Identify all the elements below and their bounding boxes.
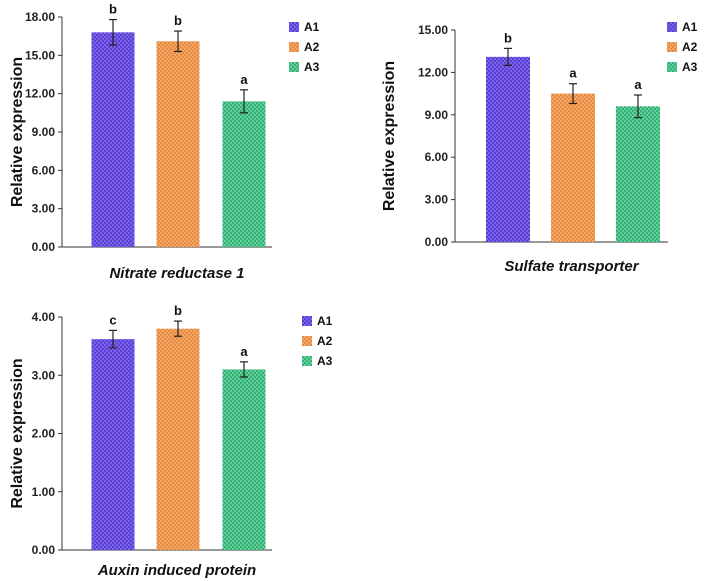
chart-2: 0.00 3.00 6.00 9.00 12.00 15.00 Relative expre… — [381, 20, 697, 275]
error-bar-a3 — [240, 89, 248, 114]
y-tick-label: 0.00 — [32, 240, 56, 254]
y-tick-label: 3.00 — [425, 193, 449, 207]
error-bar-a1 — [504, 47, 512, 66]
legend-swatch-a3 — [302, 356, 312, 366]
significance-label: a — [240, 72, 248, 87]
legend-label-a1: A1 — [682, 20, 698, 34]
y-tick-label: 3.00 — [32, 368, 56, 382]
legend-label-a2: A2 — [304, 40, 320, 54]
bar-a2 — [156, 41, 200, 248]
legend-label-a2: A2 — [317, 334, 333, 348]
significance-label: b — [504, 30, 512, 45]
legend-swatch-a2 — [289, 42, 299, 52]
y-tick-label: 9.00 — [425, 108, 449, 122]
bar-a3 — [222, 101, 266, 247]
legend-swatch-a3 — [289, 62, 299, 72]
significance-label: a — [240, 344, 248, 359]
bar-a1 — [486, 56, 530, 242]
error-bar-a1 — [109, 18, 117, 46]
legend-label-a1: A1 — [304, 20, 320, 34]
y-tick-label: 0.00 — [32, 543, 56, 557]
y-tick-label: 12.00 — [418, 65, 448, 79]
bar-a3 — [616, 106, 660, 242]
error-bar-a2 — [174, 30, 182, 53]
significance-label: b — [174, 303, 182, 318]
significance-label: a — [634, 77, 642, 92]
x-axis-label: Sulfate transporter — [504, 258, 639, 275]
y-tick-label: 6.00 — [32, 163, 56, 177]
x-axis-label: Auxin induced protein — [97, 562, 256, 579]
y-tick-label: 1.00 — [32, 485, 56, 499]
legend: A1 A2 A3 — [289, 20, 320, 74]
y-axis-label: Relative expression — [381, 61, 398, 211]
chart-1: 0.00 3.00 6.00 9.00 12.00 15.00 18.00 Relative … — [9, 2, 319, 282]
significance-label: b — [174, 13, 182, 28]
chart-3: 0.00 1.00 2.00 3.00 4.00 Relative expression A… — [9, 303, 332, 579]
y-tick-label: 15.00 — [418, 23, 448, 37]
y-axis-label: Relative expression — [9, 57, 26, 207]
error-bar-a1 — [109, 329, 117, 349]
y-axis-label: Relative expression — [9, 358, 26, 508]
bar-a3 — [222, 369, 266, 550]
y-tick-label: 4.00 — [32, 310, 56, 324]
y-tick-label: 3.00 — [32, 202, 56, 216]
legend-swatch-a2 — [667, 42, 677, 52]
y-tick-label: 2.00 — [32, 427, 56, 441]
legend-label-a3: A3 — [682, 60, 698, 74]
error-bar-a2 — [569, 83, 577, 105]
legend-swatch-a3 — [667, 62, 677, 72]
y-tick-label: 9.00 — [32, 125, 56, 139]
legend-label-a2: A2 — [682, 40, 698, 54]
error-bar-a2 — [174, 320, 182, 337]
x-axis-label: Nitrate reductase 1 — [109, 265, 244, 282]
y-tick-label: 0.00 — [425, 235, 449, 249]
bar-a1 — [91, 339, 135, 550]
significance-label: c — [109, 312, 116, 327]
y-tick-label: 12.00 — [25, 87, 55, 101]
legend-swatch-a1 — [667, 22, 677, 32]
significance-label: a — [569, 66, 577, 81]
bar-a1 — [91, 32, 135, 248]
bar-a2 — [156, 328, 200, 550]
significance-label: b — [109, 2, 117, 17]
y-tick-label: 6.00 — [425, 150, 449, 164]
y-tick-label: 18.00 — [25, 10, 55, 24]
legend-label-a3: A3 — [304, 60, 320, 74]
legend-swatch-a2 — [302, 336, 312, 346]
y-tick-label: 15.00 — [25, 48, 55, 62]
legend-swatch-a1 — [302, 316, 312, 326]
bar-a2 — [551, 93, 595, 242]
legend-label-a3: A3 — [317, 354, 333, 368]
legend-swatch-a1 — [289, 22, 299, 32]
error-bar-a3 — [240, 361, 248, 378]
legend: A1 A2 A3 — [302, 314, 333, 368]
legend: A1 A2 A3 — [667, 20, 698, 74]
error-bar-a3 — [634, 94, 642, 119]
legend-label-a1: A1 — [317, 314, 333, 328]
